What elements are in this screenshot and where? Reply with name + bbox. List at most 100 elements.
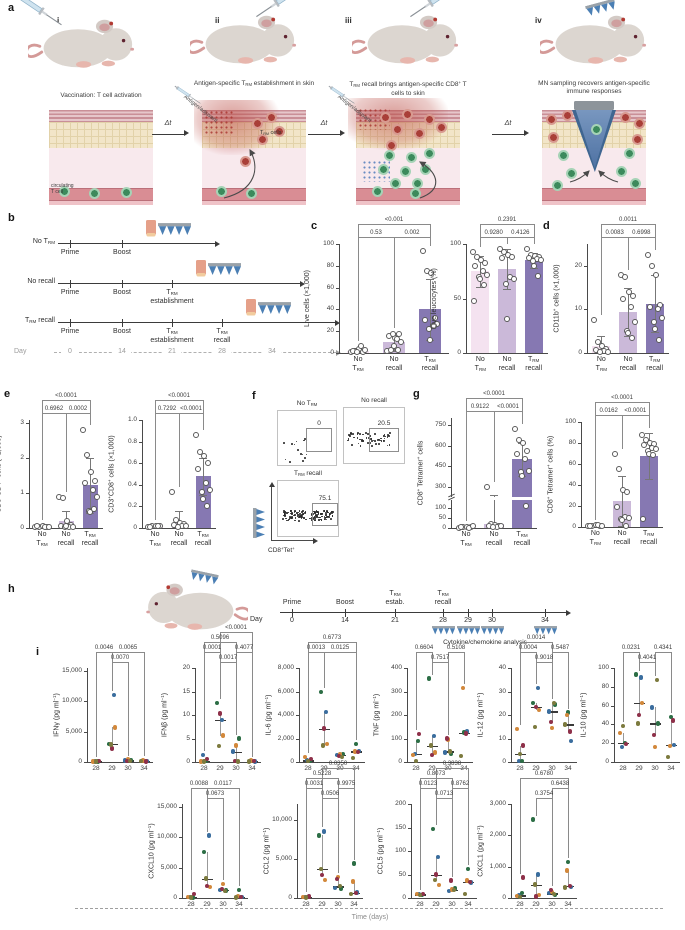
flow-event-dot bbox=[372, 439, 375, 442]
data-point bbox=[350, 879, 356, 884]
flow-event-dot bbox=[302, 517, 305, 519]
flow-event-dot bbox=[295, 512, 298, 515]
flow-event-dot bbox=[361, 433, 364, 436]
y-tick-label: 750 bbox=[435, 420, 446, 428]
p-bracket-drop bbox=[128, 662, 129, 756]
y-axis-label: Live cells (×1,000) bbox=[304, 270, 311, 328]
data-point bbox=[206, 833, 212, 838]
y-axis-label: IL-6 (pg ml−1) bbox=[264, 694, 273, 736]
y-tick bbox=[408, 898, 411, 899]
y-tick bbox=[408, 804, 411, 805]
data-point bbox=[220, 881, 226, 887]
p-bracket-drop bbox=[220, 662, 221, 700]
p-value-label: <0.0001 bbox=[180, 405, 202, 412]
y-tick-label: 15 bbox=[182, 687, 190, 695]
error-whisker bbox=[507, 249, 508, 289]
category-label: TRM bbox=[648, 356, 661, 364]
y-tick-label: 0.4 bbox=[127, 480, 137, 488]
flow-event-dot bbox=[367, 432, 369, 435]
flow-event-dot bbox=[374, 433, 376, 435]
y-axis-label: CCL2 (pg ml−1) bbox=[262, 827, 271, 875]
data-point bbox=[358, 343, 364, 350]
timeline-event-label: TRM bbox=[389, 590, 401, 598]
y-axis-label: IL-10 (pg ml−1) bbox=[579, 692, 588, 738]
x-tick-label: 30 bbox=[548, 765, 556, 772]
flow-event-dot bbox=[325, 518, 328, 521]
data-point bbox=[635, 721, 641, 726]
data-point bbox=[649, 451, 656, 458]
p-value-label: 0.6962 bbox=[44, 405, 64, 412]
panel-h-label: h bbox=[8, 583, 15, 595]
flow-event-dot bbox=[388, 444, 391, 446]
bar-chart-tet_pct: 0 20 40 60 80 100 CD8+ Tetramer+ cells (%) <0.0… bbox=[546, 395, 663, 546]
y-tick bbox=[296, 738, 299, 740]
p-value-label: 0.53 bbox=[370, 229, 382, 236]
x-axis bbox=[297, 898, 363, 899]
p-bracket-line bbox=[623, 652, 639, 653]
data-point bbox=[334, 877, 340, 882]
data-point bbox=[646, 304, 653, 311]
error-whisker bbox=[628, 287, 629, 336]
flow-event-dot bbox=[357, 432, 359, 434]
median-line bbox=[546, 711, 558, 713]
x-tick-label: 34 bbox=[140, 765, 148, 772]
p-bracket-drop bbox=[356, 652, 357, 740]
y-tick bbox=[192, 668, 195, 669]
data-point bbox=[185, 894, 191, 899]
data-point bbox=[517, 751, 523, 756]
y-tick bbox=[336, 331, 339, 333]
data-point bbox=[470, 523, 476, 530]
p-value-label: 0.9975 bbox=[336, 780, 356, 787]
y-tick bbox=[463, 244, 466, 245]
timeline-tick bbox=[443, 608, 444, 617]
flow-event-dot bbox=[331, 512, 334, 515]
data-point bbox=[233, 743, 239, 748]
y-tick-label: 300 bbox=[391, 687, 402, 695]
x-axis bbox=[182, 898, 248, 899]
y-tick bbox=[448, 508, 451, 510]
p-value-label: 0.0117 bbox=[214, 780, 232, 787]
p-value-label: 0.6998 bbox=[632, 229, 651, 236]
y-tick bbox=[448, 518, 451, 520]
p-bracket-line bbox=[220, 632, 252, 633]
flow-event-dot bbox=[294, 510, 296, 512]
data-point bbox=[175, 523, 181, 530]
y-tick-label: 50 bbox=[438, 514, 446, 522]
data-point bbox=[499, 255, 505, 262]
x-tick-label: 30 bbox=[448, 901, 456, 908]
p-bracket-line bbox=[306, 788, 322, 789]
y-tick-label: 0 bbox=[572, 523, 576, 530]
t-cell bbox=[246, 188, 257, 199]
y-tick bbox=[404, 668, 407, 669]
flow-event-dot bbox=[298, 519, 300, 522]
p-bracket-line bbox=[191, 788, 207, 789]
median-line bbox=[649, 723, 661, 725]
data-point bbox=[626, 288, 632, 295]
y-tick-label: 50 bbox=[398, 870, 406, 878]
timeline-event-label: TRM bbox=[166, 328, 178, 336]
data-point bbox=[82, 479, 88, 486]
y-tick bbox=[139, 528, 142, 529]
p-bracket-drop bbox=[207, 798, 208, 832]
data-point bbox=[302, 754, 308, 760]
data-point bbox=[671, 742, 677, 748]
y-tick bbox=[84, 762, 87, 763]
data-point bbox=[200, 752, 206, 758]
data-point bbox=[644, 251, 651, 258]
flow-event-dot bbox=[291, 443, 294, 445]
category-label: recall bbox=[421, 365, 439, 372]
p-bracket-line bbox=[358, 237, 394, 238]
category-label: recall bbox=[194, 540, 212, 547]
bar-chart-cd4: 0 1 2 3 CD3+CD4+ cells (×1,000) <0.0001 0.6962… bbox=[0, 393, 103, 547]
data-point bbox=[535, 872, 541, 877]
flow-event-dot bbox=[295, 440, 298, 443]
y-axis bbox=[587, 244, 588, 353]
p-bracket-line bbox=[308, 642, 356, 643]
flow-event-dot bbox=[301, 514, 304, 516]
y-tick-label: 2,000 bbox=[277, 734, 294, 742]
p-bracket-line bbox=[494, 411, 522, 412]
flow-event-dot bbox=[285, 512, 288, 515]
timeline-event-label: establishment bbox=[150, 298, 194, 305]
